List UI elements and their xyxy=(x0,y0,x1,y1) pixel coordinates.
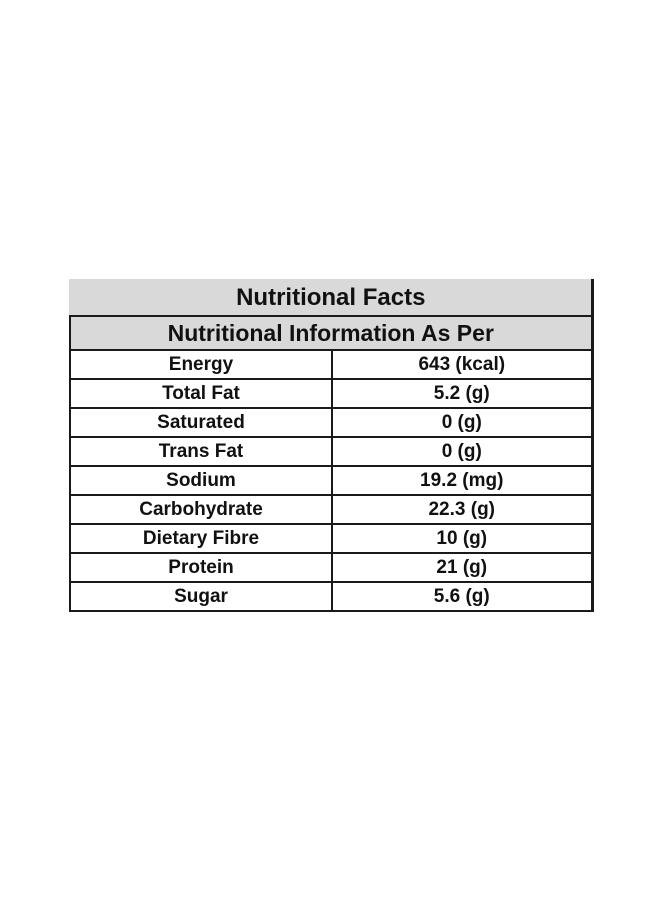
nutrient-value: 19.2 (mg) xyxy=(330,466,594,496)
nutrient-label: Saturated xyxy=(69,408,333,438)
nutrient-value: 22.3 (g) xyxy=(330,495,594,525)
table-row: Trans Fat 0 (g) xyxy=(69,437,594,467)
table-row: Dietary Fibre 10 (g) xyxy=(69,524,594,554)
nutrient-value: 0 (g) xyxy=(330,437,594,467)
nutrient-label: Energy xyxy=(69,350,333,380)
table-row: Carbohydrate 22.3 (g) xyxy=(69,495,594,525)
nutrient-value: 10 (g) xyxy=(330,524,594,554)
subtitle-row: Nutritional Information As Per xyxy=(68,316,594,351)
table-row: Sugar 5.6 (g) xyxy=(69,582,594,612)
table-row: Saturated 0 (g) xyxy=(69,408,594,438)
table-row: Sodium 19.2 (mg) xyxy=(69,466,594,496)
nutrient-label: Protein xyxy=(69,553,333,583)
nutrient-value: 5.2 (g) xyxy=(330,379,594,409)
nutrient-value: 5.6 (g) xyxy=(330,582,594,612)
table-row: Protein 21 (g) xyxy=(69,553,594,583)
nutrient-value: 0 (g) xyxy=(330,408,594,438)
nutrition-facts-table: Nutritional Facts Nutritional Informatio… xyxy=(68,279,594,612)
table-title: Nutritional Facts xyxy=(68,279,594,317)
nutrient-label: Sodium xyxy=(69,466,333,496)
title-row: Nutritional Facts xyxy=(68,279,594,317)
nutrient-label: Carbohydrate xyxy=(69,495,333,525)
nutrient-label: Trans Fat xyxy=(69,437,333,467)
table-row: Energy 643 (kcal) xyxy=(69,350,594,380)
nutrient-label: Dietary Fibre xyxy=(69,524,333,554)
nutrient-value: 643 (kcal) xyxy=(330,350,594,380)
nutrient-value: 21 (g) xyxy=(330,553,594,583)
nutrient-label: Sugar xyxy=(69,582,333,612)
table-subtitle: Nutritional Information As Per xyxy=(68,316,594,351)
nutrient-label: Total Fat xyxy=(69,379,333,409)
table-row: Total Fat 5.2 (g) xyxy=(69,379,594,409)
